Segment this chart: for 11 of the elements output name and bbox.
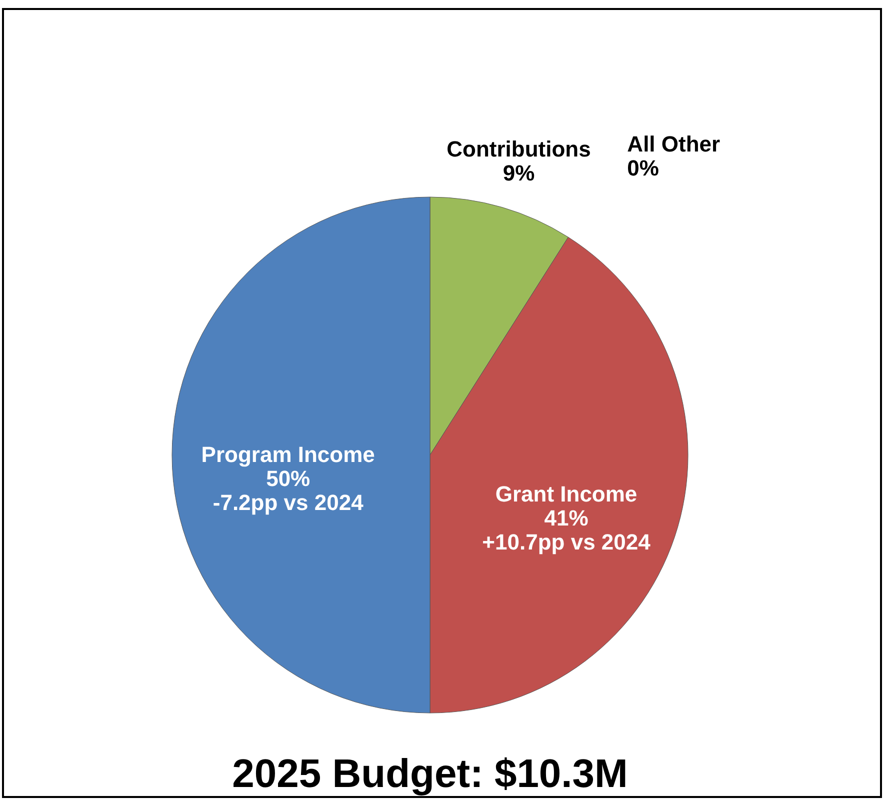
slice-label: Program Income — [201, 442, 375, 467]
text: 0% — [627, 155, 659, 180]
slice-label: Grant Income — [495, 482, 638, 507]
text: -7.2pp vs 2024 — [212, 490, 364, 515]
text: 2025 Budget: $10.3M — [232, 752, 628, 796]
data-label: 9% — [502, 160, 535, 186]
text: +10.7pp vs 2024 — [482, 530, 650, 555]
data-label: 41% — [544, 506, 588, 531]
slice-label: Contributions — [446, 136, 591, 162]
data-label: 50% — [266, 466, 310, 491]
category-label: All Other — [627, 131, 720, 156]
